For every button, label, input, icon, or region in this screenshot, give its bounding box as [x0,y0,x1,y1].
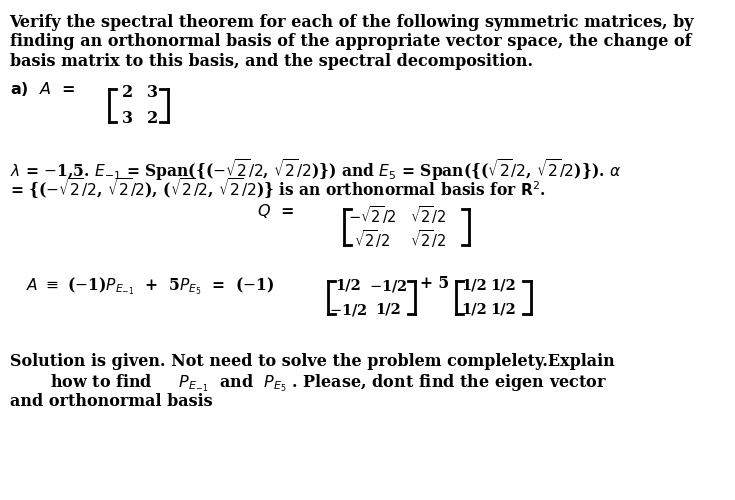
Text: Solution is given. Not need to solve the problem complelety.Explain: Solution is given. Not need to solve the… [10,352,614,370]
Text: $\mathit{A}$ $\equiv$ ($-$1)$\mathit{P}_{E_{-1}}$  +  5$\mathit{P}_{E_5}$  =  ($: $\mathit{A}$ $\equiv$ ($-$1)$\mathit{P}_… [26,275,274,296]
Text: $\mathbf{a)}$  $\mathit{A}$  =: $\mathbf{a)}$ $\mathit{A}$ = [10,80,75,98]
Text: 3: 3 [122,110,132,127]
Text: how to find     $\mathit{P}_{E_{-1}}$  and  $\mathit{P}_{E_5}$ . Please, dont fi: how to find $\mathit{P}_{E_{-1}}$ and $\… [50,372,607,394]
Text: $\sqrt{2}/2$: $\sqrt{2}/2$ [410,204,447,226]
Text: $\lambda$ = $-$1,5. $\mathit{E}_{-1}$ = Span({($-\sqrt{2}/2$, $\sqrt{2}/2$)}) an: $\lambda$ = $-$1,5. $\mathit{E}_{-1}$ = … [10,157,621,183]
Text: 2: 2 [121,84,133,101]
Text: 1/2: 1/2 [490,278,517,292]
Text: $-\sqrt{2}/2$: $-\sqrt{2}/2$ [348,204,396,226]
Text: finding an orthonormal basis of the appropriate vector space, the change of: finding an orthonormal basis of the appr… [10,34,691,50]
Text: $\sqrt{2}/2$: $\sqrt{2}/2$ [410,228,447,250]
Text: + 5: + 5 [420,275,450,292]
Text: basis matrix to this basis, and the spectral decomposition.: basis matrix to this basis, and the spec… [10,53,533,70]
Text: 1/2: 1/2 [375,302,401,316]
Text: $\sqrt{2}/2$: $\sqrt{2}/2$ [354,228,390,250]
Text: 1/2: 1/2 [461,278,487,292]
Text: = {($-\sqrt{2}/2$, $\sqrt{2}/2$), ($\sqrt{2}/2$, $\sqrt{2}/2$)} is an orthonorma: = {($-\sqrt{2}/2$, $\sqrt{2}/2$), ($\sqr… [10,176,545,202]
Text: $\mathit{Q}$  =: $\mathit{Q}$ = [257,202,295,220]
Text: 1/2: 1/2 [335,278,362,292]
Text: Verify the spectral theorem for each of the following symmetric matrices, by: Verify the spectral theorem for each of … [10,14,694,31]
Text: 3: 3 [148,84,158,101]
Text: 1/2: 1/2 [490,302,517,316]
Text: 2: 2 [147,110,159,127]
Text: $-$1/2: $-$1/2 [329,302,368,318]
Text: and orthonormal basis: and orthonormal basis [10,394,212,410]
Text: $-$1/2: $-$1/2 [369,278,407,293]
Text: 1/2: 1/2 [461,302,487,316]
